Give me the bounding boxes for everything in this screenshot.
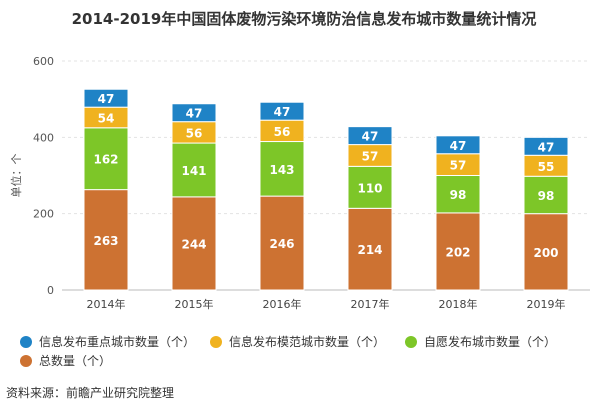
x-tick-label: 2017年 xyxy=(351,297,390,311)
data-label: 47 xyxy=(362,130,379,144)
bar-segment xyxy=(83,88,129,108)
data-label: 55 xyxy=(538,160,555,174)
data-label: 98 xyxy=(450,188,467,202)
legend-swatch xyxy=(20,335,32,348)
y-tick-label: 600 xyxy=(33,55,54,68)
legend-swatch xyxy=(405,335,417,348)
bar-segment xyxy=(171,142,217,198)
data-label: 57 xyxy=(362,149,379,163)
bar-segment xyxy=(347,126,393,146)
data-label: 47 xyxy=(450,139,467,153)
bar-segment xyxy=(171,103,217,123)
source-note: 资料来源：前瞻产业研究院整理 xyxy=(6,386,175,400)
data-label: 47 xyxy=(186,107,203,121)
data-label: 47 xyxy=(538,140,555,154)
bar-segment xyxy=(435,135,481,155)
legend-item: 信息发布重点城市数量（个） xyxy=(20,333,195,350)
data-label: 110 xyxy=(357,181,382,195)
y-tick-label: 200 xyxy=(33,208,54,221)
bar-segment xyxy=(347,207,393,291)
chart-title: 2014-2019年中国固体废物污染环境防治信息发布城市数量统计情况 xyxy=(71,10,537,28)
bar-segment xyxy=(347,165,393,209)
bar-segment xyxy=(435,212,481,291)
data-label: 57 xyxy=(450,159,467,173)
data-label: 141 xyxy=(181,164,206,178)
bar-segment xyxy=(523,213,569,291)
legend-swatch xyxy=(210,335,222,348)
data-label: 214 xyxy=(357,243,382,257)
x-tick-label: 2018年 xyxy=(439,297,478,311)
data-label: 56 xyxy=(274,125,291,139)
data-label: 244 xyxy=(181,237,206,251)
legend-label: 信息发布模范城市数量（个） xyxy=(229,335,386,349)
bar-segment xyxy=(523,136,569,156)
x-tick-label: 2015年 xyxy=(175,297,214,311)
bar-segment xyxy=(259,141,305,197)
bar-segment xyxy=(259,101,305,121)
data-label: 202 xyxy=(445,245,470,259)
data-label: 47 xyxy=(274,105,291,119)
bar-segment xyxy=(171,196,217,291)
data-label: 200 xyxy=(533,246,558,260)
legend-label: 总数量（个） xyxy=(39,354,112,368)
bar-segment xyxy=(259,195,305,291)
legend-item: 信息发布模范城市数量（个） xyxy=(210,333,385,350)
legend-label: 自愿发布城市数量（个） xyxy=(424,335,557,349)
x-tick-label: 2014年 xyxy=(87,297,126,311)
y-tick-label: 0 xyxy=(47,284,54,297)
data-label: 162 xyxy=(93,153,118,167)
bar-segment xyxy=(83,189,129,291)
data-label: 263 xyxy=(93,234,118,248)
y-axis-label: 单位：个 xyxy=(9,154,23,198)
data-label: 143 xyxy=(269,163,294,177)
legend-label: 信息发布重点城市数量（个） xyxy=(39,335,196,349)
legend-item: 自愿发布城市数量（个） xyxy=(405,333,556,350)
x-tick-label: 2016年 xyxy=(263,297,302,311)
legend-item: 总数量（个） xyxy=(20,352,111,369)
data-label: 98 xyxy=(538,189,555,203)
data-label: 54 xyxy=(98,111,115,125)
y-tick-label: 400 xyxy=(33,131,54,144)
bar-segment xyxy=(523,175,569,215)
data-label: 56 xyxy=(186,126,203,140)
data-label: 246 xyxy=(269,237,294,251)
x-tick-label: 2019年 xyxy=(527,297,566,311)
data-label: 47 xyxy=(98,92,115,106)
legend-swatch xyxy=(20,354,32,367)
